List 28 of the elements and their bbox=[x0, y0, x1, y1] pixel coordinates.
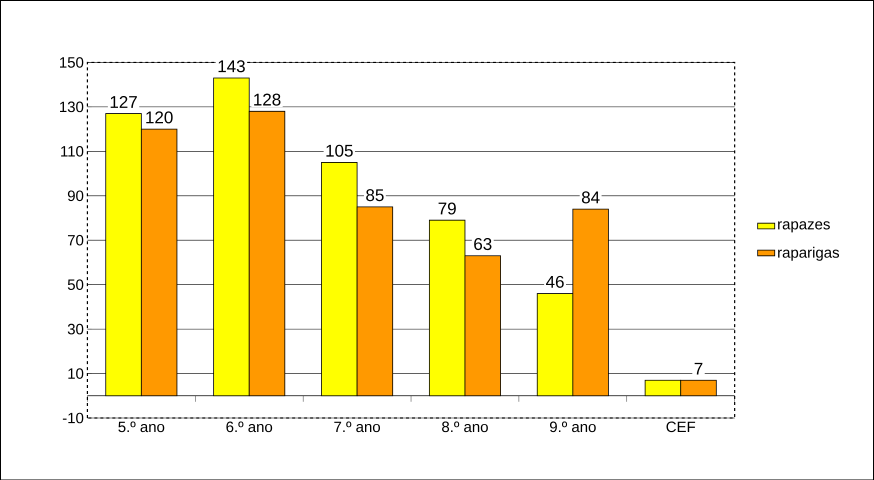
data-label: 84 bbox=[582, 191, 600, 204]
x-tick-label: 9.º ano bbox=[550, 421, 596, 432]
y-tick-label: 10 bbox=[68, 368, 84, 379]
x-tick-label: 5.º ano bbox=[118, 421, 164, 432]
data-label: 63 bbox=[474, 238, 492, 250]
y-tick-label: 70 bbox=[68, 234, 84, 246]
y-tick-label: 50 bbox=[68, 279, 84, 290]
data-label: 79 bbox=[438, 202, 456, 214]
x-tick-label: 8.º ano bbox=[442, 421, 488, 432]
data-label: 120 bbox=[146, 111, 173, 124]
y-tick-label: 110 bbox=[61, 146, 84, 156]
y-tick-label: 150 bbox=[60, 56, 84, 68]
data-label: 7 bbox=[694, 362, 702, 374]
data-label: 143 bbox=[218, 60, 245, 72]
data-label: 128 bbox=[254, 93, 280, 106]
legend-label: rapazes bbox=[778, 221, 830, 232]
data-label: 85 bbox=[366, 188, 384, 201]
y-tick-label: 130 bbox=[60, 101, 84, 112]
x-tick-label: 7.º ano bbox=[334, 421, 380, 432]
data-label: 46 bbox=[546, 276, 564, 288]
y-tick-label: -10 bbox=[62, 412, 84, 424]
data-label: 105 bbox=[326, 144, 353, 157]
y-tick-label: 30 bbox=[68, 324, 84, 334]
data-label: 127 bbox=[110, 96, 137, 108]
legend-label: raparigas bbox=[778, 246, 840, 261]
x-tick-label: 6.º ano bbox=[226, 421, 272, 432]
y-tick-label: 90 bbox=[68, 190, 84, 201]
x-tick-label: CEF bbox=[666, 421, 696, 432]
